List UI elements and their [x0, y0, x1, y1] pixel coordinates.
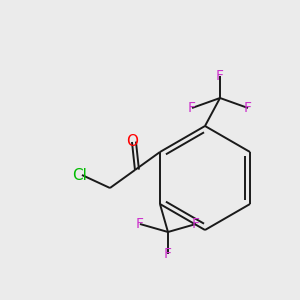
- Text: O: O: [126, 134, 138, 149]
- Text: F: F: [188, 101, 196, 115]
- Text: F: F: [244, 101, 252, 115]
- Text: Cl: Cl: [73, 167, 87, 182]
- Text: F: F: [164, 247, 172, 261]
- Text: F: F: [136, 217, 144, 231]
- Text: F: F: [216, 69, 224, 83]
- Text: F: F: [192, 217, 200, 231]
